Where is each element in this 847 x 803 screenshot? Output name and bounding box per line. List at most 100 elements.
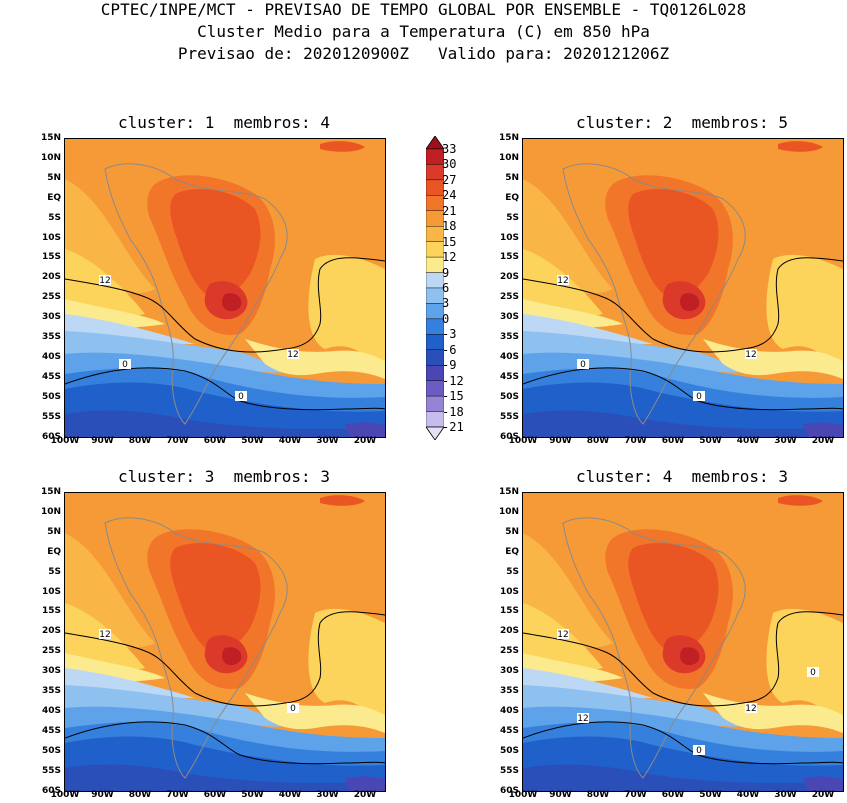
map-panel-cluster-2: 12 12 0 0 bbox=[522, 138, 844, 438]
contour-label-text: 12 bbox=[745, 704, 756, 714]
colorbar-label: 6 bbox=[442, 281, 450, 295]
lat-tick-label: 50S bbox=[41, 391, 61, 402]
lat-tick-label: 5S bbox=[506, 566, 519, 577]
temperature-band bbox=[345, 422, 385, 437]
panel-2-title: cluster: 2 membros: 5 bbox=[576, 113, 788, 132]
lat-tick-label: 10S bbox=[499, 586, 519, 597]
temperature-band bbox=[345, 776, 385, 791]
lat-tick-label: 5N bbox=[47, 526, 61, 537]
coastline bbox=[562, 517, 746, 779]
lon-tick-label: 50W bbox=[699, 790, 722, 800]
lon-tick-label: 40W bbox=[736, 790, 760, 800]
temperature-band bbox=[308, 254, 385, 369]
temperature-band bbox=[778, 495, 823, 506]
lat-tick-label: 20S bbox=[499, 626, 519, 637]
lon-tick-label: 90W bbox=[91, 436, 114, 446]
lon-tick-label: 60W bbox=[203, 790, 227, 800]
colorbar-bottom-triangle bbox=[426, 426, 444, 440]
lat-tick-label: 40S bbox=[41, 705, 61, 716]
colorbar-label: -18 bbox=[442, 404, 464, 419]
lon-tick-label: 40W bbox=[736, 436, 760, 446]
lat-tick-label: 35S bbox=[41, 332, 61, 342]
lat-tick-label: 60S bbox=[41, 431, 61, 442]
temperature-band bbox=[65, 764, 385, 791]
lat-tick-label: 15N bbox=[40, 133, 61, 143]
contour-label: 12 bbox=[557, 275, 569, 286]
map-panel-cluster-3: 12 0 bbox=[64, 492, 386, 792]
contour-label-text: 0 bbox=[580, 360, 586, 370]
contour-12 bbox=[523, 257, 843, 353]
lon-tick-label: 100W bbox=[508, 436, 538, 446]
lon-tick-label: 60W bbox=[661, 436, 685, 446]
lon-tick-label: 40W bbox=[278, 436, 302, 446]
lat-tick-label: 20S bbox=[41, 272, 61, 283]
contour-label-text: 12 bbox=[557, 276, 568, 286]
temperature-map-1: 12 12 0 0 bbox=[65, 139, 385, 437]
temperature-band bbox=[766, 254, 843, 369]
lat-tick-label: 60S bbox=[41, 785, 61, 796]
contour-label: 12 bbox=[745, 349, 757, 360]
temperature-band bbox=[245, 693, 385, 733]
lon-tick-label: 20W bbox=[353, 790, 377, 800]
temperature-band bbox=[523, 722, 843, 774]
temperature-band bbox=[778, 141, 823, 152]
lon-tick-label: 30W bbox=[316, 790, 339, 800]
contour-label: 0 bbox=[119, 359, 131, 370]
lat-tick-label: 35S bbox=[499, 332, 519, 342]
colorbar-label: 27 bbox=[442, 172, 457, 187]
panel-3-title: cluster: 3 membros: 3 bbox=[118, 467, 330, 486]
title-line-3: Previsao de: 2020120900Z Valido para: 20… bbox=[177, 44, 670, 63]
contour-label-text: 0 bbox=[290, 704, 296, 714]
lat-tick-label: 35S bbox=[41, 686, 61, 696]
lat-tick-label: 55S bbox=[41, 411, 61, 422]
lat-tick-label: 5S bbox=[48, 566, 61, 577]
contour-0 bbox=[65, 721, 385, 765]
lat-tick-label: 15S bbox=[41, 252, 61, 263]
contour-label: 12 bbox=[99, 629, 111, 640]
lon-tick-label: 30W bbox=[774, 790, 797, 800]
temperature-band bbox=[170, 189, 261, 299]
lat-tick-label: 10N bbox=[498, 152, 519, 163]
lon-tick-label: 20W bbox=[811, 436, 835, 446]
contour-label-text: 12 bbox=[577, 714, 588, 724]
lat-tick-label: 15N bbox=[40, 487, 61, 497]
colorbar-label: 33 bbox=[442, 142, 457, 156]
coastline bbox=[104, 517, 288, 779]
contour-12 bbox=[65, 611, 385, 707]
colorbar-label: 0 bbox=[442, 311, 450, 326]
temperature-band bbox=[222, 647, 242, 666]
lon-tick-label: 40W bbox=[278, 790, 302, 800]
temperature-band bbox=[170, 543, 261, 653]
colorbar-label: -9 bbox=[442, 358, 457, 373]
lat-tick-label: 45S bbox=[499, 371, 519, 382]
colorbar-label: 18 bbox=[442, 219, 457, 234]
temperature-band bbox=[628, 189, 719, 299]
contour-12 bbox=[65, 257, 385, 353]
lat-tick-label: 50S bbox=[499, 745, 519, 756]
lon-tick-label: 70W bbox=[624, 790, 647, 800]
lat-tick-label: 40S bbox=[41, 351, 61, 362]
temperature-band bbox=[523, 352, 843, 401]
lat-tick-label: 10S bbox=[41, 586, 61, 597]
map-panel-cluster-1: 12 12 0 0 bbox=[64, 138, 386, 438]
lat-tick-label: 5S bbox=[506, 212, 519, 223]
temperature-band bbox=[703, 693, 843, 733]
lon-tick-label: 60W bbox=[661, 790, 685, 800]
temperature-band bbox=[65, 410, 385, 437]
title-line-1: CPTEC/INPE/MCT - PREVISAO DE TEMPO GLOBA… bbox=[100, 0, 747, 19]
colorbar-label: 9 bbox=[442, 265, 450, 280]
lon-tick-label: 100W bbox=[508, 790, 538, 800]
lat-tick-label: 5N bbox=[47, 172, 61, 183]
lon-tick-label: 90W bbox=[549, 436, 572, 446]
lon-tick-label: 80W bbox=[586, 436, 610, 446]
contour-label-text: 0 bbox=[696, 746, 702, 756]
temperature-band bbox=[308, 608, 385, 723]
contour-label: 12 bbox=[287, 349, 299, 360]
lon-tick-label: 100W bbox=[50, 790, 80, 800]
contour-label: 12 bbox=[99, 275, 111, 286]
lon-tick-label: 20W bbox=[811, 790, 835, 800]
colorbar-label: 21 bbox=[442, 203, 457, 218]
temperature-band bbox=[680, 647, 700, 666]
temperature-band bbox=[523, 706, 843, 755]
lat-tick-label: 55S bbox=[499, 765, 519, 776]
